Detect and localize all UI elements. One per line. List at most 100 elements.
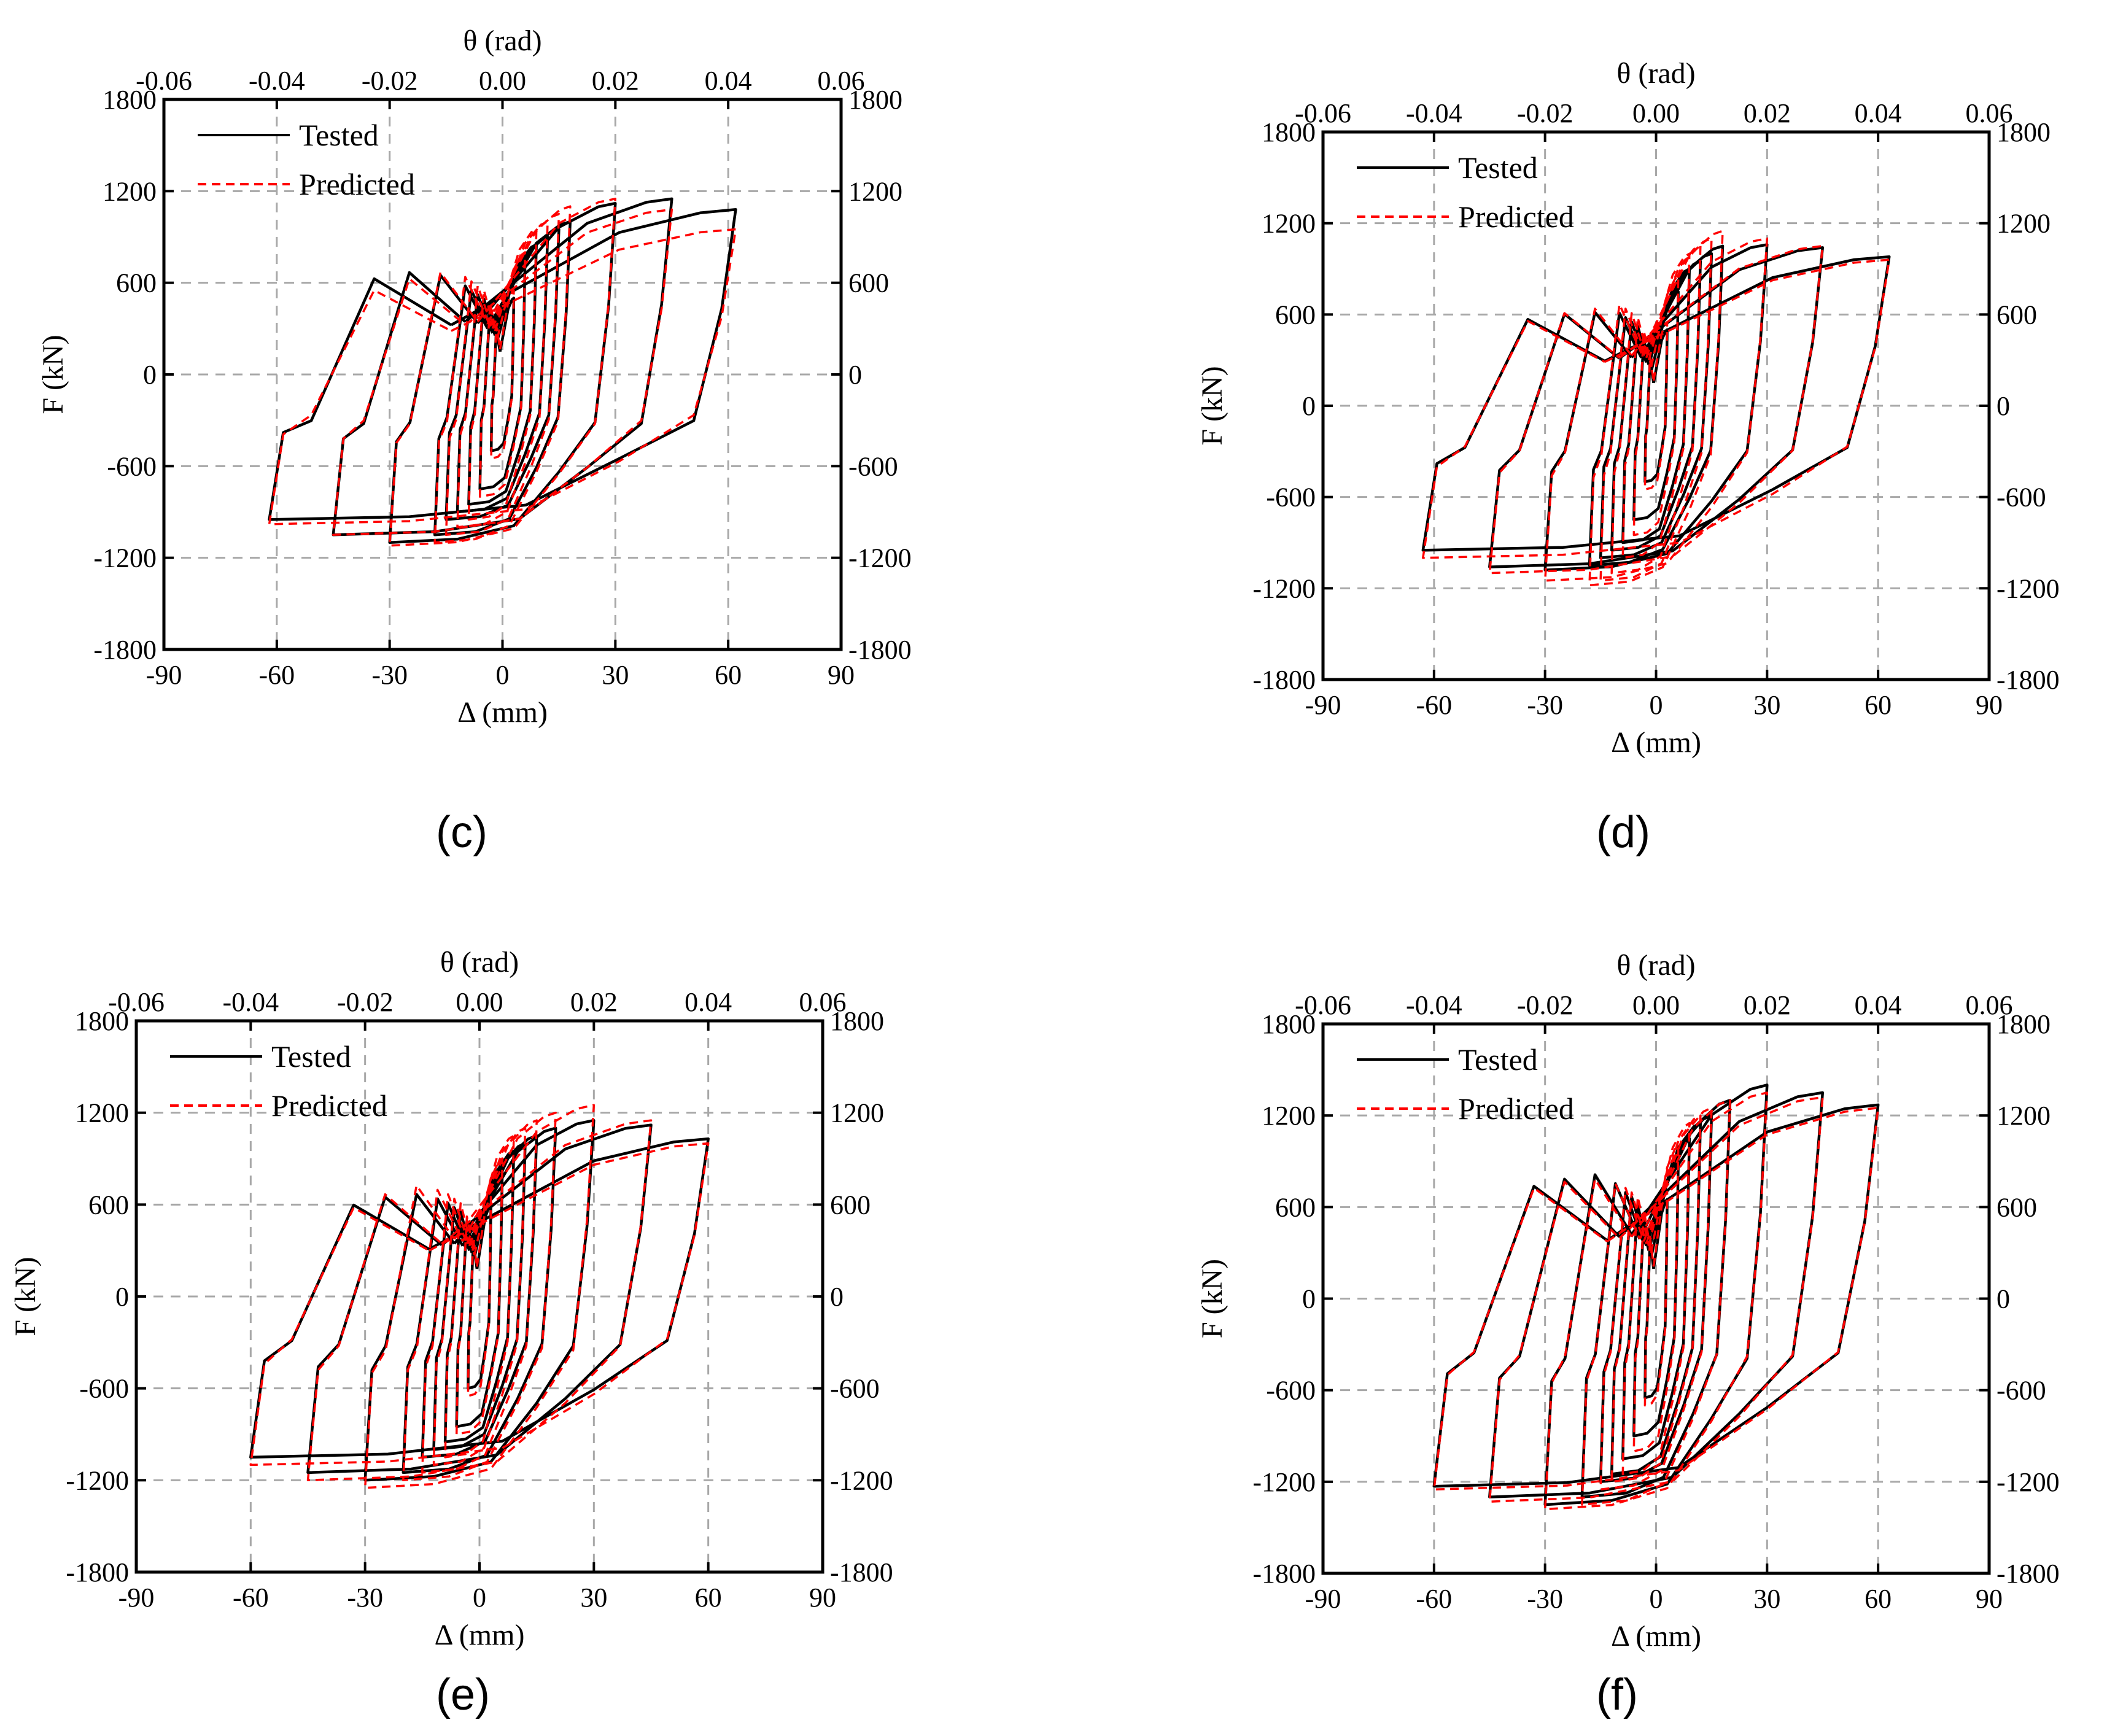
- x-tick-label: 0: [473, 1583, 486, 1613]
- hysteresis-loop-predicted: [1610, 1114, 1702, 1483]
- hysteresis-loop-predicted: [432, 1126, 527, 1467]
- top-axis-label: θ (rad): [440, 946, 519, 978]
- y-tick-label-right: 600: [1996, 1192, 2037, 1222]
- panel-label-c: (c): [436, 808, 487, 857]
- y-tick-label: 600: [88, 1190, 129, 1220]
- series-predicted: [268, 198, 737, 547]
- hysteresis-loop-predicted: [1610, 245, 1702, 575]
- hysteresis-loop-predicted: [1543, 237, 1769, 582]
- hysteresis-loop-predicted: [1488, 245, 1824, 575]
- hysteresis-loop-predicted: [1488, 1096, 1824, 1503]
- x-tick-label: -30: [371, 660, 408, 690]
- y-tick-label-right: 0: [830, 1282, 844, 1312]
- top-tick-label: 0.00: [479, 66, 526, 96]
- y-tick-label: 1200: [1262, 1101, 1316, 1131]
- y-tick-label: -1200: [1252, 1467, 1316, 1497]
- hysteresis-loop-predicted: [467, 1196, 492, 1397]
- y-tick-label: 0: [115, 1282, 129, 1312]
- top-tick-label: -0.04: [1406, 98, 1462, 128]
- y-tick-label-right: -1800: [1996, 665, 2060, 695]
- hysteresis-loop-predicted: [249, 1142, 710, 1467]
- x-axis-label: Δ (mm): [457, 696, 548, 729]
- top-axis-label: θ (rad): [463, 25, 541, 57]
- hysteresis-loop-predicted: [1599, 1106, 1713, 1491]
- x-tick-label: -30: [1527, 690, 1563, 720]
- hysteresis-loop-predicted: [490, 289, 515, 460]
- y-tick-label-right: 600: [830, 1190, 871, 1220]
- x-tick-label: 0: [1650, 690, 1663, 720]
- y-tick-label: -1800: [66, 1557, 129, 1587]
- y-tick-label: -600: [107, 451, 157, 481]
- hysteresis-loop-tested: [249, 1137, 710, 1459]
- chart-d: -90 -60 -30 0 30 60 90 -0.06 -0.04 -0.02 0.00 0.02 0…: [1196, 57, 2060, 759]
- x-tick-label: 60: [715, 660, 742, 690]
- legend-label-predicted: Predicted: [1458, 200, 1574, 234]
- y-tick-label-right: 0: [1996, 391, 2010, 421]
- chart-e: -90 -60 -30 0 30 60 90 -0.06 -0.04 -0.02 0.00 0.02 0…: [9, 946, 893, 1651]
- hysteresis-loop-tested: [268, 207, 737, 521]
- hysteresis-loop-predicted: [306, 1119, 653, 1482]
- top-tick-label: -0.06: [1295, 98, 1351, 128]
- x-tick-label: -60: [259, 660, 295, 690]
- y-tick-label: -1200: [1252, 573, 1316, 603]
- y-tick-label: 600: [1275, 1192, 1316, 1222]
- y-axis-label: F (kN): [1196, 366, 1228, 445]
- hysteresis-loop-predicted: [1632, 275, 1680, 537]
- y-tick-label-right: -1800: [1996, 1559, 2060, 1589]
- x-tick-label: 30: [1753, 1584, 1780, 1614]
- legend-label-tested: Tested: [1458, 1042, 1538, 1077]
- y-tick-label: 1800: [1262, 1009, 1316, 1039]
- x-tick-label: 0: [1650, 1584, 1663, 1614]
- hysteresis-loop-predicted: [363, 1104, 596, 1489]
- y-tick-label: 1800: [1262, 117, 1316, 147]
- series-predicted: [249, 1104, 710, 1489]
- y-tick-label: 1200: [103, 176, 157, 206]
- x-tick-label: 30: [602, 660, 629, 690]
- hysteresis-loop-tested: [306, 1123, 653, 1474]
- x-tick-label: -30: [347, 1583, 383, 1613]
- top-tick-label: 0.06: [818, 66, 865, 96]
- hysteresis-loop-predicted: [268, 228, 737, 525]
- y-axis-label: F (kN): [9, 1257, 42, 1336]
- x-tick-label: -90: [1305, 690, 1341, 720]
- y-tick-label-right: -1200: [1996, 1467, 2060, 1497]
- x-tick-label: 30: [580, 1583, 607, 1613]
- panel-label-e: (e): [436, 1670, 490, 1719]
- hysteresis-loop-predicted: [388, 198, 617, 547]
- y-tick-label-right: -1800: [830, 1557, 893, 1587]
- y-tick-label: -1800: [1252, 1559, 1316, 1589]
- top-tick-label: 0.04: [1855, 98, 1902, 128]
- x-axis-label: Δ (mm): [435, 1619, 525, 1651]
- y-tick-label-right: -1200: [830, 1465, 893, 1495]
- hysteresis-loop-predicted: [1581, 1099, 1731, 1506]
- y-tick-label-right: 1800: [830, 1006, 884, 1036]
- hysteresis-loop-tested: [1621, 267, 1691, 544]
- legend-label-predicted: Predicted: [1458, 1091, 1574, 1126]
- x-tick-label: -90: [1305, 1584, 1341, 1614]
- y-tick-label-right: 600: [1996, 300, 2037, 330]
- top-tick-label: -0.02: [337, 987, 394, 1017]
- top-tick-label: 0.00: [1632, 98, 1680, 128]
- top-tick-label: -0.04: [223, 987, 279, 1017]
- y-tick-label: 1800: [75, 1006, 129, 1036]
- x-tick-label: -90: [146, 660, 182, 690]
- y-axis-label: F (kN): [1196, 1259, 1228, 1338]
- hysteresis-loop-predicted: [1621, 1122, 1691, 1476]
- series-tested: [268, 197, 737, 544]
- panel-label-f: (f): [1596, 1670, 1638, 1719]
- y-tick-label: 0: [1302, 1284, 1316, 1314]
- y-tick-label-right: 1800: [848, 85, 902, 115]
- y-tick-label: 600: [116, 268, 157, 298]
- top-tick-label: 0.00: [1632, 990, 1680, 1020]
- hysteresis-loop-predicted: [467, 228, 538, 521]
- x-axis-label: Δ (mm): [1611, 726, 1701, 759]
- series-predicted: [1433, 1091, 1879, 1511]
- y-tick-label-right: -1800: [848, 635, 912, 665]
- x-tick-label: -60: [1416, 690, 1453, 720]
- x-tick-label: -60: [233, 1583, 269, 1613]
- top-axis-label: θ (rad): [1616, 949, 1695, 982]
- hysteresis-loop-predicted: [1422, 258, 1891, 559]
- hysteresis-loop-predicted: [1632, 1145, 1680, 1452]
- y-tick-label: -600: [1266, 482, 1316, 513]
- top-tick-label: 0.02: [592, 66, 639, 96]
